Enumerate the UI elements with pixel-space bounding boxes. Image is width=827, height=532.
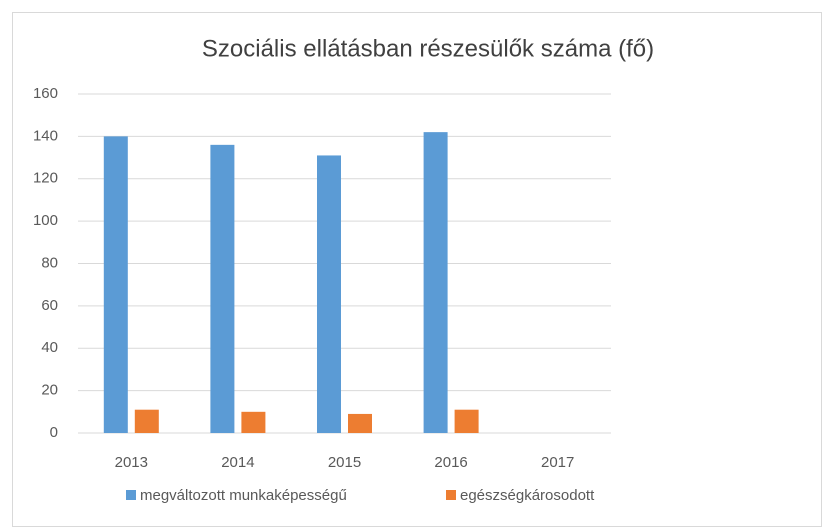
- y-tick-label: 60: [41, 297, 58, 314]
- y-tick-label: 140: [33, 127, 58, 144]
- legend-label: egészségkárosodott: [460, 487, 595, 504]
- y-tick-label: 40: [41, 339, 58, 356]
- x-tick-label: 2014: [221, 454, 254, 471]
- bar: [241, 411, 266, 433]
- chart-border: [12, 12, 822, 527]
- y-tick-label: 20: [41, 382, 58, 399]
- y-tick-label: 100: [33, 212, 58, 229]
- legend-label: megváltozott munkaképességű: [140, 487, 347, 504]
- y-tick-label: 0: [50, 424, 58, 441]
- x-tick-label: 2013: [115, 454, 148, 471]
- y-tick-label: 160: [33, 85, 58, 102]
- bar: [454, 409, 479, 433]
- y-tick-label: 80: [41, 254, 58, 271]
- legend-swatch: [126, 490, 136, 500]
- x-tick-label: 2015: [328, 454, 361, 471]
- y-tick-label: 120: [33, 170, 58, 187]
- chart-title: Szociális ellátásban részesülők száma (f…: [202, 35, 654, 62]
- bar: [103, 136, 128, 433]
- x-tick-label: 2016: [434, 454, 467, 471]
- bar: [210, 144, 235, 433]
- legend-swatch: [446, 490, 456, 500]
- x-tick-label: 2017: [541, 454, 574, 471]
- bar: [317, 155, 341, 433]
- bar: [423, 132, 448, 433]
- bar: [134, 409, 159, 433]
- bar: [348, 413, 372, 433]
